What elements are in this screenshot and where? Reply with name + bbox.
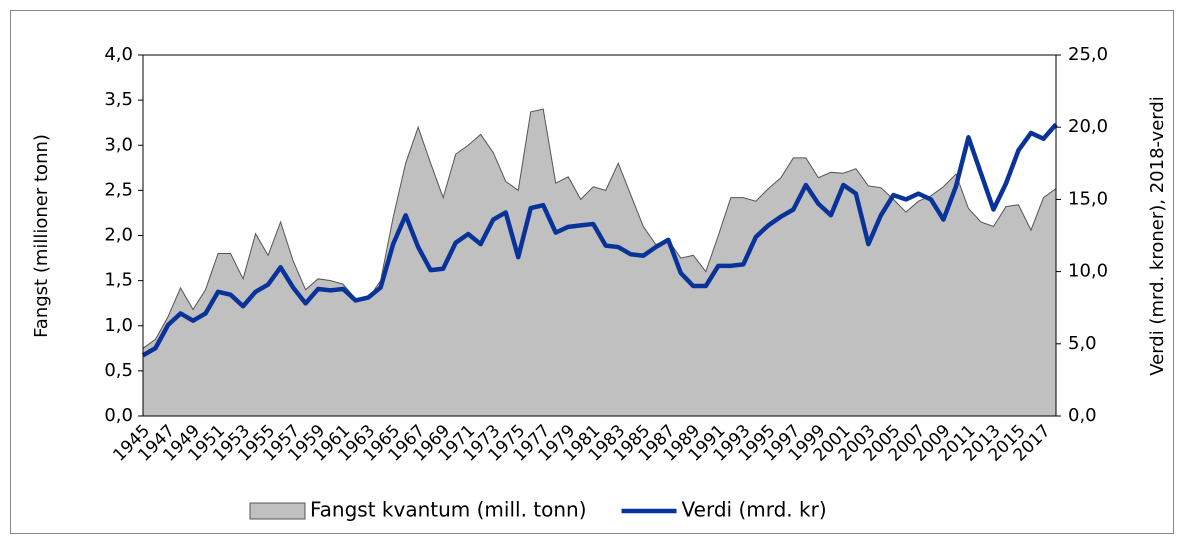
y-tick-label: 1,0 <box>104 315 133 336</box>
y-tick-label: 3,5 <box>104 89 133 110</box>
y-tick-label: 4,0 <box>104 44 133 65</box>
y-tick-label: 0,5 <box>104 360 133 381</box>
y2-tick-label: 15,0 <box>1068 188 1108 209</box>
y-tick-label: 2,0 <box>104 225 133 246</box>
legend-label: Fangst kvantum (mill. tonn) <box>310 498 587 522</box>
y-tick-label: 3,0 <box>104 134 133 155</box>
y2-tick-label: 10,0 <box>1068 261 1108 282</box>
y2-tick-label: 0,0 <box>1068 405 1097 426</box>
y-tick-label: 2,5 <box>104 179 133 200</box>
y2-tick-label: 5,0 <box>1068 333 1097 354</box>
y2-tick-label: 25,0 <box>1068 44 1108 65</box>
y-tick-label: 1,5 <box>104 270 133 291</box>
legend-swatch <box>249 502 306 520</box>
y-tick-label: 0,0 <box>104 405 133 426</box>
y-axis-label: Fangst (millioner tonn) <box>31 134 52 338</box>
y2-tick-label: 20,0 <box>1068 116 1108 137</box>
line <box>141 122 1058 358</box>
legend-label: Verdi (mrd. kr) <box>682 498 827 522</box>
area <box>142 108 1057 417</box>
y2-axis-label: Verdi (mrd. kroner), 2018-verdi <box>1147 96 1168 376</box>
